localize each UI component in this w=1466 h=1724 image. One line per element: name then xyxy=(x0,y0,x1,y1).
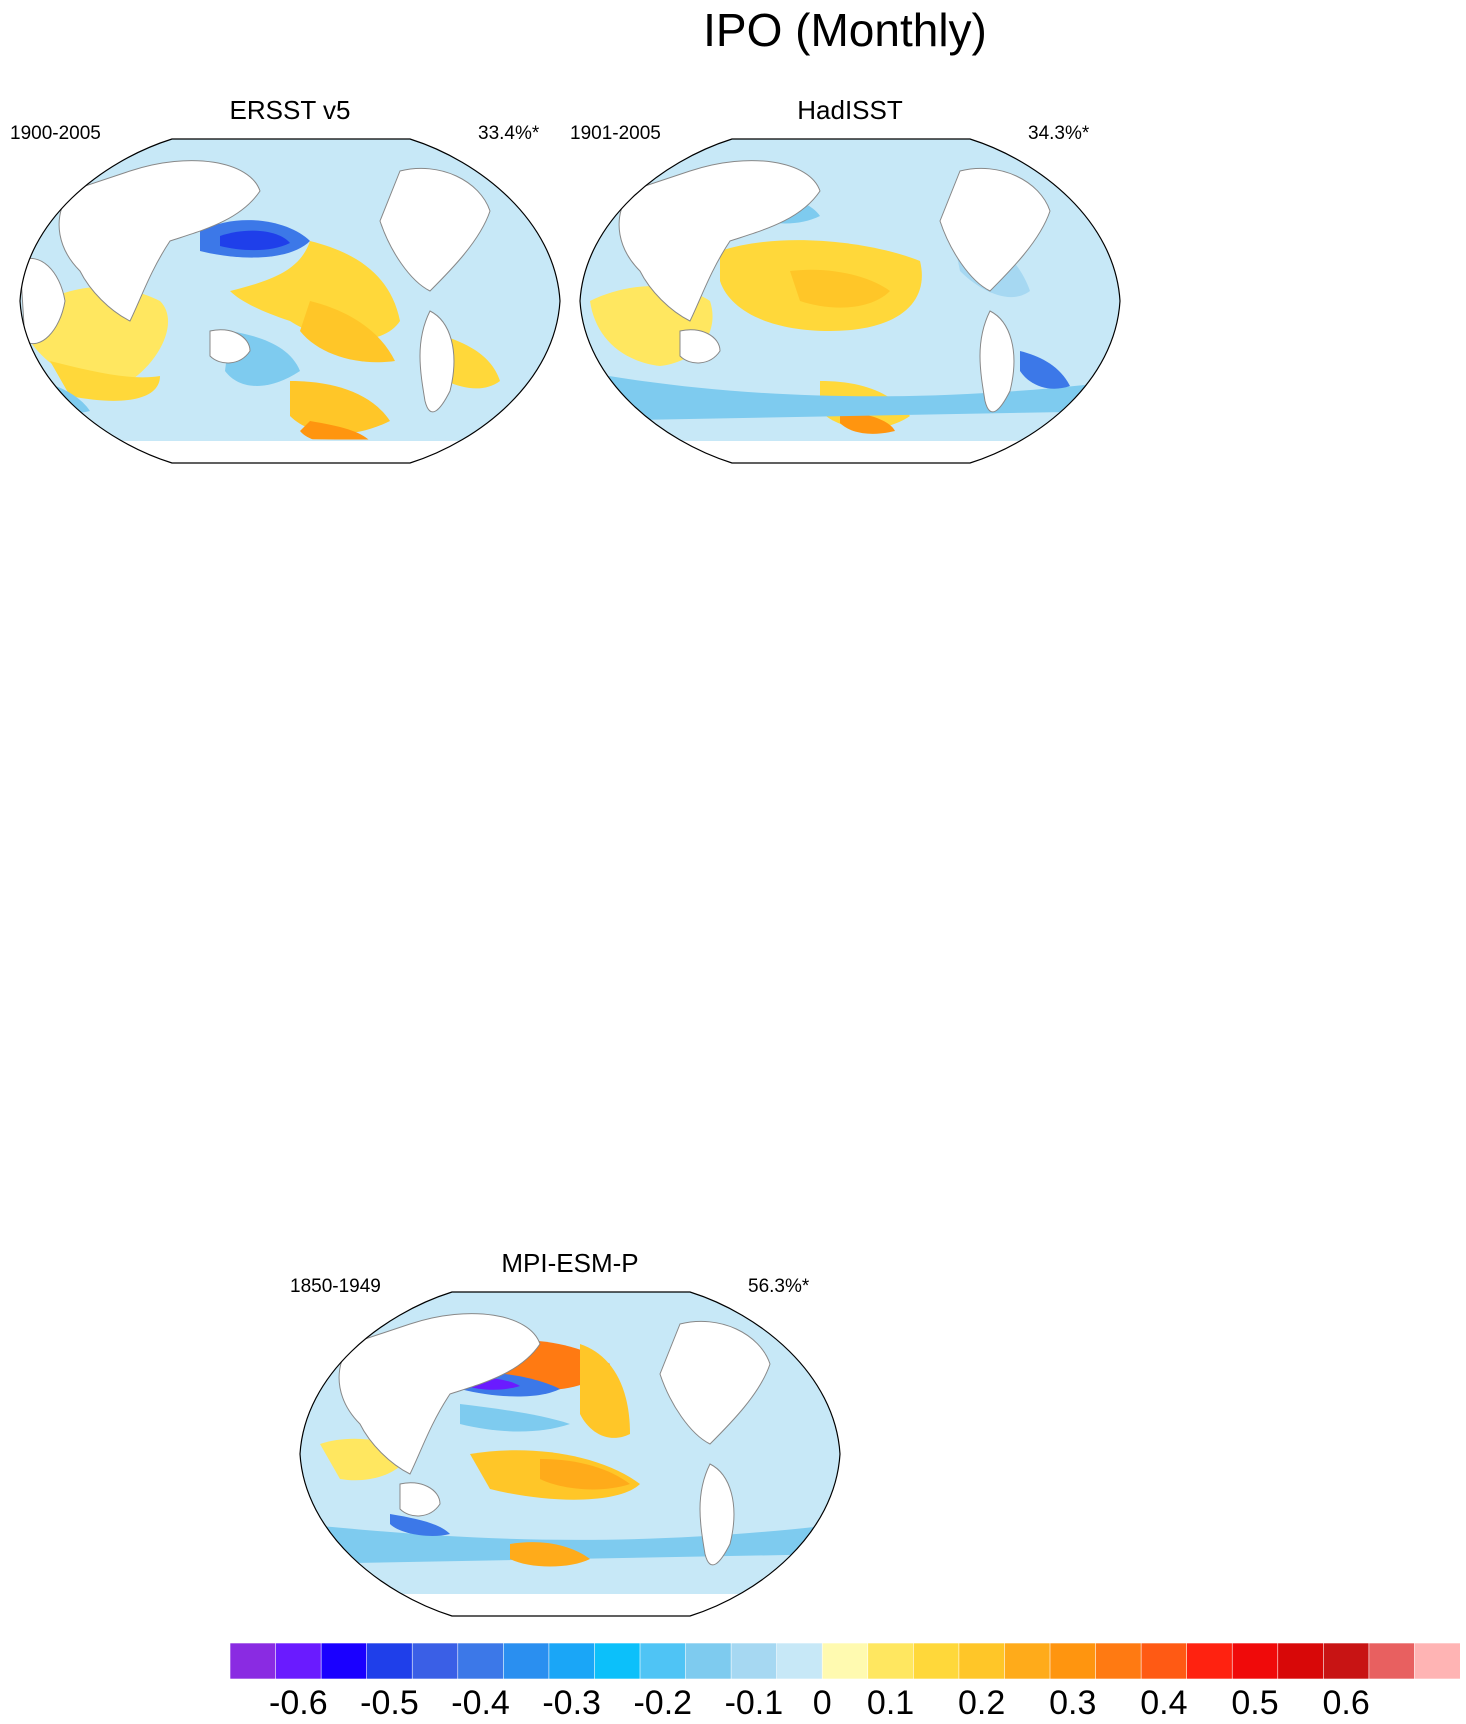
colorbar-swatch xyxy=(1368,1643,1416,1679)
colorbar-swatch xyxy=(503,1643,550,1679)
colorbar-swatch xyxy=(1140,1643,1188,1679)
panel-variance: 33.4%* xyxy=(478,123,540,144)
panel-variance: 56.3%* xyxy=(748,1276,810,1297)
colorbar-swatch xyxy=(320,1643,368,1679)
panel-variance: 34.3%* xyxy=(1028,123,1090,144)
colorbar-swatch xyxy=(730,1643,778,1679)
colorbar-swatch xyxy=(230,1643,277,1679)
colorbar-tick-label: -0.1 xyxy=(724,1684,784,1722)
colorbar-swatch xyxy=(958,1643,1006,1679)
colorbar-tick-label: -0.6 xyxy=(269,1684,328,1722)
panel-period: 1900-2005 xyxy=(10,123,101,144)
robinson-map-mpi xyxy=(299,1291,841,1617)
colorbar-swatch xyxy=(366,1643,414,1679)
colorbar-swatch xyxy=(548,1643,596,1679)
figure-title: IPO (Monthly) xyxy=(703,4,987,56)
colorbar-swatch xyxy=(1414,1643,1460,1679)
colorbar-tick-label: 0 xyxy=(812,1684,832,1722)
map-panel-mpi: MPI-ESM-P 1850-1949 56.3%* xyxy=(290,1248,850,1628)
colorbar-tick-label: 0.6 xyxy=(1322,1684,1370,1722)
colorbar-swatch xyxy=(685,1643,732,1679)
panel-title: MPI-ESM-P xyxy=(501,1248,639,1278)
panel-period: 1901-2005 xyxy=(570,123,661,144)
robinson-map-hadisst xyxy=(579,138,1121,464)
colorbar-swatch xyxy=(411,1643,459,1679)
colorbar xyxy=(230,1643,1460,1679)
colorbar-swatch xyxy=(1004,1643,1051,1679)
robinson-map-ersst xyxy=(19,138,561,464)
colorbar-swatch xyxy=(1049,1643,1097,1679)
colorbar-labels: -0.6 -0.5 -0.4 -0.3 -0.2 -0.1 0 0.1 0.2 0.3 0.4 0.5… xyxy=(230,1684,1460,1724)
colorbar-swatch xyxy=(275,1643,322,1679)
panel-title: HadISST xyxy=(797,95,903,125)
colorbar-tick-label: -0.2 xyxy=(633,1684,693,1722)
panel-title: ERSST v5 xyxy=(229,95,351,125)
colorbar-tick-label: 0.3 xyxy=(1049,1684,1097,1722)
colorbar-tick-label: 0.5 xyxy=(1231,1684,1279,1722)
colorbar-tick-label: 0.2 xyxy=(958,1684,1006,1722)
colorbar-swatch xyxy=(1095,1643,1142,1679)
colorbar-swatch xyxy=(594,1643,641,1679)
colorbar-tick-label: 0.4 xyxy=(1140,1684,1188,1722)
map-panel-hadisst: HadISST 1901-2005 34.3%* xyxy=(570,95,1130,475)
colorbar-tick-label: -0.3 xyxy=(542,1684,601,1722)
colorbar-tick-label: -0.4 xyxy=(451,1684,510,1722)
colorbar-swatch xyxy=(821,1643,869,1679)
colorbar-swatch xyxy=(867,1643,915,1679)
map-panel-ersst: ERSST v5 1900-2005 33.4%* xyxy=(10,95,570,475)
colorbar-swatch xyxy=(457,1643,505,1679)
colorbar-swatch xyxy=(1277,1643,1325,1679)
colorbar-swatch xyxy=(913,1643,960,1679)
colorbar-swatch xyxy=(1323,1643,1370,1679)
colorbar-swatch xyxy=(639,1643,687,1679)
colorbar-tick-label: -0.5 xyxy=(360,1684,419,1722)
colorbar-tick-label: 0.1 xyxy=(866,1684,915,1722)
panel-period: 1850-1949 xyxy=(290,1276,381,1297)
colorbar-swatch xyxy=(776,1643,824,1679)
colorbar-swatch xyxy=(1231,1643,1279,1679)
colorbar-swatch xyxy=(1186,1643,1234,1679)
